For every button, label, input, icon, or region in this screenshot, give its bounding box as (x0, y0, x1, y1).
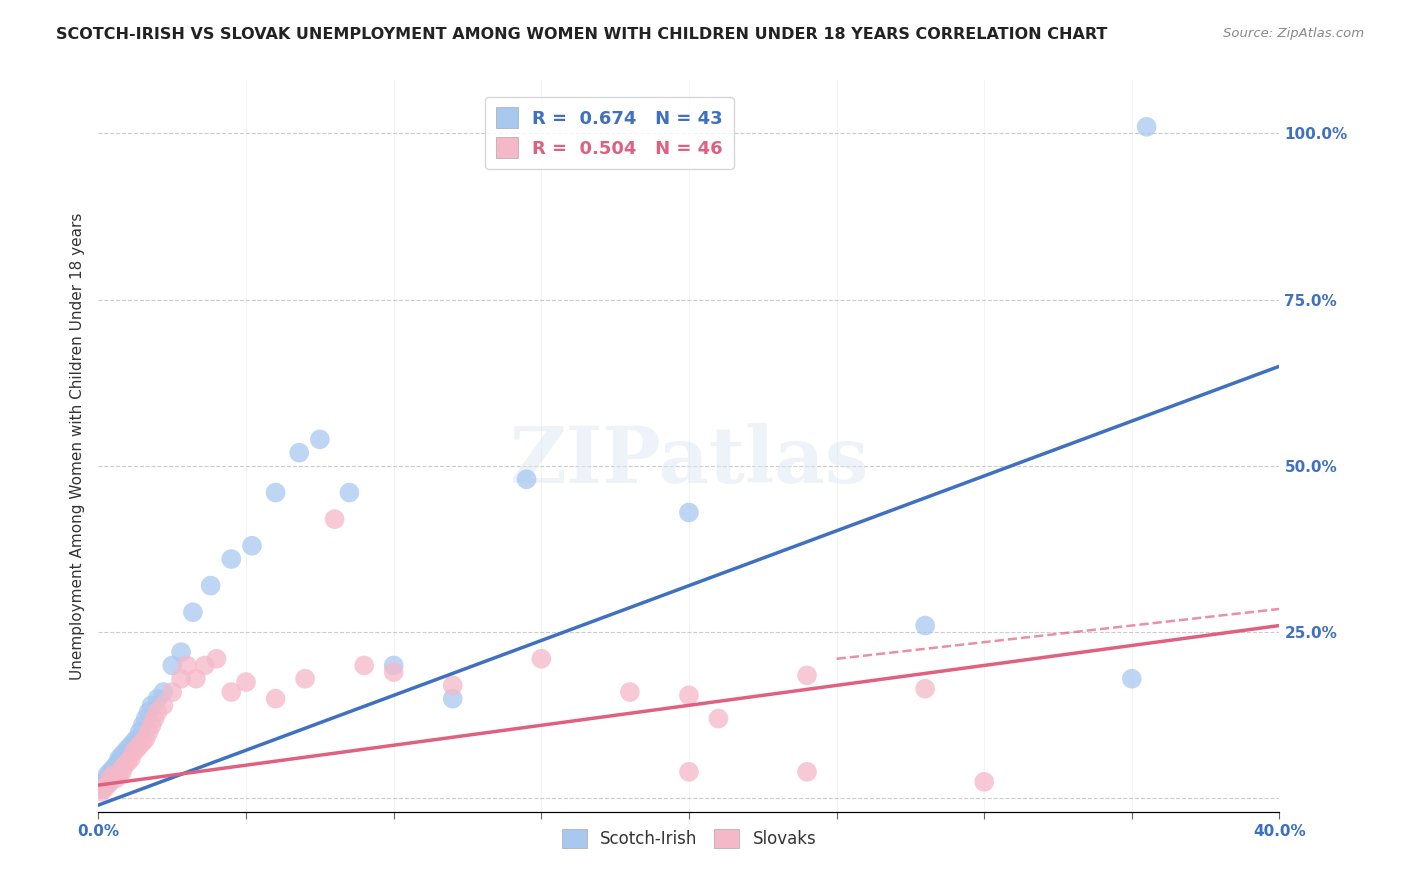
Point (323, 512, 346, 526)
Point (141, 718, 163, 732)
Point (678, 506, 700, 520)
Point (93, 781, 115, 796)
Point (146, 705, 169, 719)
Point (309, 433, 332, 447)
Point (105, 772, 128, 786)
Point (132, 718, 155, 732)
Point (707, 712, 730, 726)
Point (530, 652, 553, 666)
Point (90, 781, 112, 796)
Point (162, 685, 183, 699)
Point (221, 685, 243, 699)
Point (108, 755, 131, 769)
Point (117, 741, 139, 756)
Point (152, 685, 174, 699)
Point (678, 689, 700, 703)
Point (111, 762, 134, 776)
Point (181, 605, 204, 619)
Point (240, 539, 263, 553)
Point (235, 675, 257, 690)
Point (1136, 120, 1159, 134)
Point (200, 579, 222, 593)
Point (96, 778, 118, 792)
Point (120, 751, 142, 765)
Point (914, 618, 936, 632)
Point (98, 772, 121, 786)
Point (796, 764, 818, 779)
Point (143, 712, 166, 726)
Point (441, 678, 464, 692)
Point (339, 485, 361, 500)
Point (108, 751, 131, 765)
Point (96, 772, 118, 786)
Point (93, 774, 115, 789)
Point (108, 768, 131, 782)
Point (120, 738, 142, 752)
Point (288, 445, 311, 459)
Point (382, 658, 405, 673)
Point (170, 672, 193, 686)
Point (619, 685, 641, 699)
Point (135, 731, 157, 746)
Point (796, 668, 818, 682)
Point (132, 735, 155, 749)
Point (117, 755, 139, 769)
Point (678, 764, 700, 779)
Point (111, 748, 134, 763)
Point (98, 774, 121, 789)
Point (125, 741, 148, 756)
Point (105, 758, 128, 772)
Point (353, 658, 375, 673)
Point (122, 735, 145, 749)
Legend: Scotch-Irish, Slovaks: Scotch-Irish, Slovaks (555, 822, 823, 855)
Point (96, 768, 118, 782)
Point (146, 691, 169, 706)
Point (264, 691, 287, 706)
Point (103, 768, 125, 782)
Point (162, 658, 183, 673)
Point (128, 738, 150, 752)
Point (516, 472, 538, 486)
Point (111, 764, 134, 779)
Point (98, 772, 121, 786)
Point (138, 705, 160, 719)
Point (103, 768, 125, 782)
Point (114, 745, 136, 759)
Point (93, 778, 115, 792)
Text: ZIPatlas: ZIPatlas (509, 423, 869, 499)
Point (194, 658, 217, 673)
Point (221, 552, 243, 566)
Point (114, 758, 136, 772)
Point (441, 691, 464, 706)
Point (98, 764, 121, 779)
Text: Source: ZipAtlas.com: Source: ZipAtlas.com (1223, 27, 1364, 40)
Point (135, 712, 157, 726)
Point (90, 785, 112, 799)
Point (973, 774, 995, 789)
Point (128, 725, 150, 739)
Text: SCOTCH-IRISH VS SLOVAK UNEMPLOYMENT AMONG WOMEN WITH CHILDREN UNDER 18 YEARS COR: SCOTCH-IRISH VS SLOVAK UNEMPLOYMENT AMON… (56, 27, 1108, 42)
Point (205, 652, 228, 666)
Point (264, 485, 287, 500)
Point (170, 645, 193, 659)
Point (105, 764, 128, 779)
Point (152, 698, 174, 713)
Point (138, 725, 160, 739)
Y-axis label: Unemployment Among Women with Children Under 18 years: Unemployment Among Women with Children U… (69, 212, 84, 680)
Point (125, 731, 148, 746)
Point (184, 672, 207, 686)
Point (141, 698, 163, 713)
Point (914, 681, 936, 696)
Point (103, 762, 125, 776)
Point (294, 672, 316, 686)
Point (122, 745, 145, 759)
Point (176, 658, 198, 673)
Point (1121, 672, 1143, 686)
Point (382, 665, 405, 679)
